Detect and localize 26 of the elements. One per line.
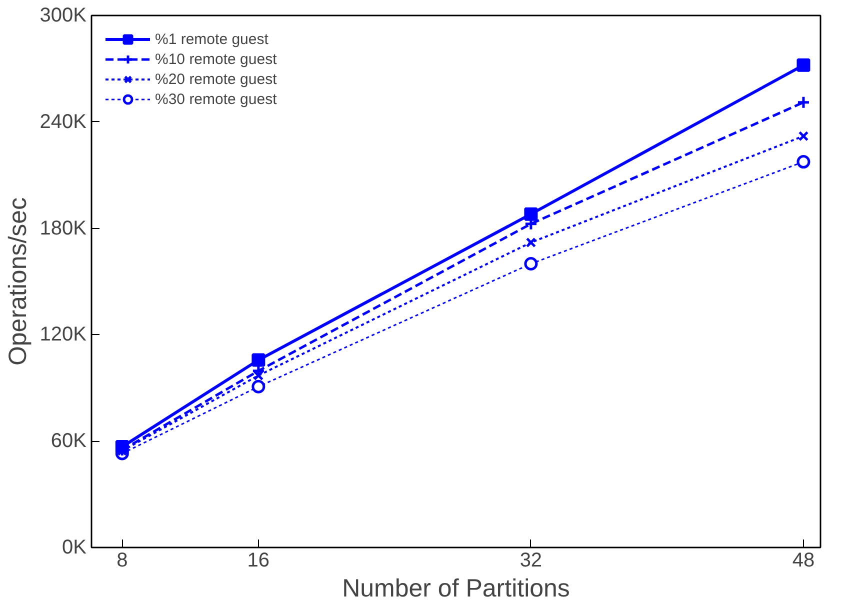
y-tick-label: 180K [40,217,88,240]
point [524,257,538,271]
x-tick-label: 32 [520,550,542,572]
point [252,380,266,394]
legend-label: %20 remote guest [155,70,277,88]
y-tick-label: 300K [40,4,88,26]
point [798,130,809,142]
point [524,207,538,221]
y-tick-label: 240K [40,110,88,133]
y-tick-label: 120K [40,324,88,346]
point [796,58,810,72]
legend-label: %1 remote guest [155,30,268,48]
x-tick-label: 8 [116,550,128,572]
point [115,440,129,454]
y-axis-title: Operations/sec [4,197,32,366]
legend-label: %10 remote guest [155,50,277,68]
x-tick-label: 48 [792,550,815,572]
point [526,237,536,248]
point [796,155,810,169]
x-axis-title: Number of Partitions [342,574,570,602]
legend-label: %30 remote guest [155,90,277,108]
y-tick-label: 60K [50,430,88,452]
point [252,353,266,367]
y-tick-label: 0K [62,536,88,558]
point [796,96,810,110]
x-tick-label: 16 [247,550,270,572]
